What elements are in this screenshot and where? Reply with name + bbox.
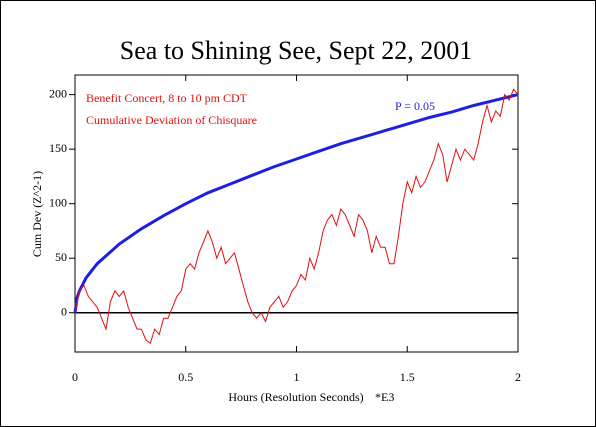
y-tick-label: 100 bbox=[49, 195, 67, 209]
chart-title: Sea to Shining See, Sept 22, 2001 bbox=[120, 36, 472, 65]
x-tick-label: 0.5 bbox=[178, 370, 193, 384]
y-tick-label: 0 bbox=[61, 304, 67, 318]
y-tick-label: 200 bbox=[49, 86, 67, 100]
series-line bbox=[73, 93, 519, 313]
x-tick-label: 2 bbox=[515, 370, 521, 384]
x-tick-label: 1 bbox=[294, 370, 300, 384]
annotation: Cumulative Deviation of Chisquare bbox=[86, 113, 257, 127]
series-line bbox=[74, 88, 519, 345]
y-tick-label: 150 bbox=[49, 141, 67, 155]
y-axis-label: Cum Dev (Z^2-1) bbox=[30, 171, 44, 257]
annotation: Benefit Concert, 8 to 10 pm CDT bbox=[86, 91, 248, 105]
y-tick-label: 50 bbox=[55, 250, 67, 264]
x-tick-label: 1.5 bbox=[400, 370, 415, 384]
x-tick-label: 0 bbox=[72, 370, 78, 384]
x-axis-suffix: *E3 bbox=[375, 390, 394, 404]
series-label: P = 0.05 bbox=[395, 99, 435, 113]
x-axis-label: Hours (Resolution Seconds) bbox=[228, 390, 363, 404]
